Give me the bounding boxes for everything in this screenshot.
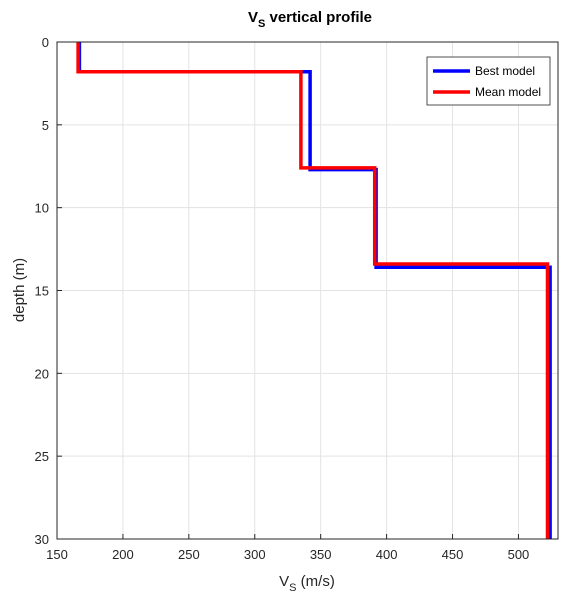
x-tick-label: 300 [244,547,266,562]
y-tick-label: 30 [35,532,49,547]
legend-label: Mean model [475,85,541,99]
x-tick-label: 450 [442,547,464,562]
y-tick-label: 20 [35,366,49,381]
legend-label: Best model [475,64,535,78]
chart-title: VS vertical profile [248,9,372,30]
x-tick-label: 500 [508,547,530,562]
x-tick-label: 350 [310,547,332,562]
x-tick-label: 150 [46,547,68,562]
x-tick-label: 250 [178,547,200,562]
x-axis-label: VS (m/s) [279,573,335,594]
y-tick-label: 5 [42,118,49,133]
x-tick-label: 400 [376,547,398,562]
x-tick-label: 200 [112,547,134,562]
series-layer [76,42,552,539]
chart-title-subscript: S [258,18,265,30]
y-tick-label: 10 [35,201,49,216]
y-axis-label: depth (m) [11,258,28,322]
y-tick-label: 15 [35,284,49,299]
y-tick-label: 25 [35,449,49,464]
y-tick-label: 0 [42,35,49,50]
series-line-mean-model [76,42,550,539]
x-axis-label-subscript: S [289,582,296,594]
legend: Best model Mean model [426,56,551,106]
legend-box [426,56,551,106]
tick-labels: 150 200 250 300 350 400 450 500 0 5 10 15 20 25 30 [35,35,530,562]
